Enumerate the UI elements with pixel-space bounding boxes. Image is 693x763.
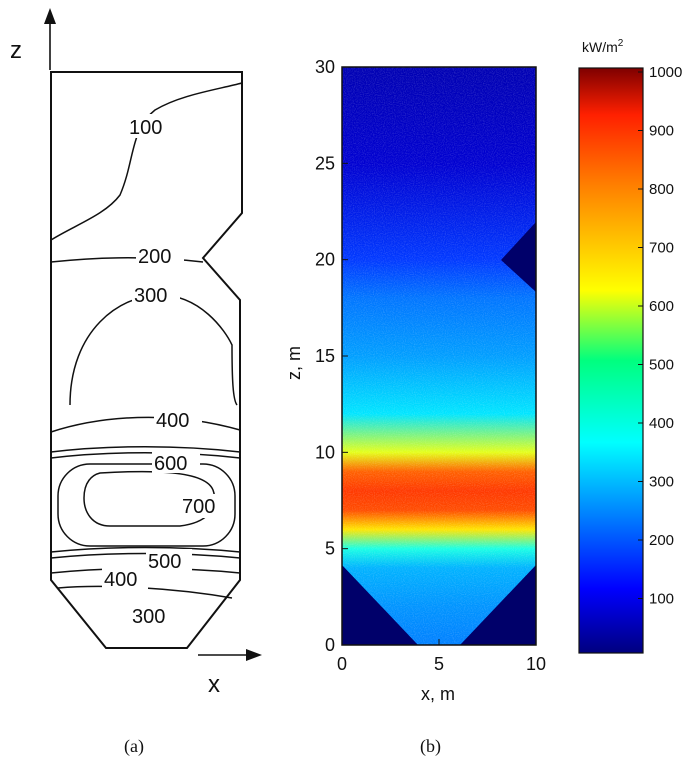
panel-a: z x 100 200 300 400 600 700 500 — [10, 8, 262, 757]
colorbar — [578, 67, 644, 654]
contour-line-lower-a — [50, 546, 241, 553]
y-tick-label: 5 — [325, 539, 335, 559]
furnace-outline — [50, 71, 243, 649]
axis-ticks: 0 5 10 0 5 10 15 20 25 30 — [315, 57, 546, 674]
heatmap-speckle — [342, 67, 536, 645]
x-axis-title: x, m — [421, 684, 455, 704]
x-tick-label: 10 — [526, 654, 546, 674]
contour-line-700 — [83, 470, 216, 527]
z-axis-arrowhead — [44, 8, 56, 24]
colorbar-tick-label: 100 — [649, 591, 674, 608]
x-tick-label: 0 — [337, 654, 347, 674]
x-tick-label: 5 — [434, 654, 444, 674]
z-axis-label: z — [10, 37, 22, 64]
contour-label-300-bottom: 300 — [132, 606, 165, 628]
y-axis-title: z, m — [284, 346, 304, 380]
contour-label-300: 300 — [134, 285, 167, 307]
colorbar-tick-label: 400 — [649, 415, 674, 432]
colorbar-tick-label: 500 — [649, 357, 674, 374]
contour-label-500: 500 — [148, 551, 181, 573]
colorbar-ticks: 100 200 300 400 500 600 700 800 900 1000 — [638, 64, 682, 608]
y-tick-label: 10 — [315, 442, 335, 462]
contour-line-upper-b — [50, 452, 241, 459]
y-tick-label: 25 — [315, 153, 335, 173]
y-tick-label: 15 — [315, 346, 335, 366]
contour-label-400-bottom: 400 — [104, 569, 137, 591]
contour-label-700: 700 — [182, 496, 215, 518]
contour-label-400: 400 — [156, 410, 189, 432]
contour-line-400-top — [50, 416, 241, 433]
colorbar-tick-label: 1000 — [649, 64, 682, 81]
colorbar-tick-label: 200 — [649, 532, 674, 549]
caption-a: (a) — [124, 736, 144, 757]
colorbar-tick-label: 700 — [649, 240, 674, 257]
y-tick-label: 30 — [315, 57, 335, 77]
contour-line-upper-a — [50, 446, 241, 453]
contour-line-300-top — [69, 294, 238, 406]
x-axis-arrowhead — [246, 649, 262, 661]
contour-label-100: 100 — [129, 117, 162, 139]
contour-line-600 — [57, 463, 236, 547]
colorbar-tick-label: 800 — [649, 181, 674, 198]
contour-line-100 — [50, 82, 243, 241]
colorbar-tick-label: 900 — [649, 123, 674, 140]
y-tick-label: 20 — [315, 250, 335, 270]
colorbar-tick-label: 600 — [649, 298, 674, 315]
contour-label-200: 200 — [138, 246, 171, 268]
caption-b: (b) — [420, 736, 441, 757]
y-tick-label: 0 — [325, 635, 335, 655]
x-axis-label: x — [208, 671, 220, 698]
colorbar-tick-label: 300 — [649, 474, 674, 491]
contour-label-600: 600 — [154, 453, 187, 475]
contour-line-500 — [50, 552, 241, 559]
colorbar-unit: kW/m2 — [582, 38, 624, 55]
